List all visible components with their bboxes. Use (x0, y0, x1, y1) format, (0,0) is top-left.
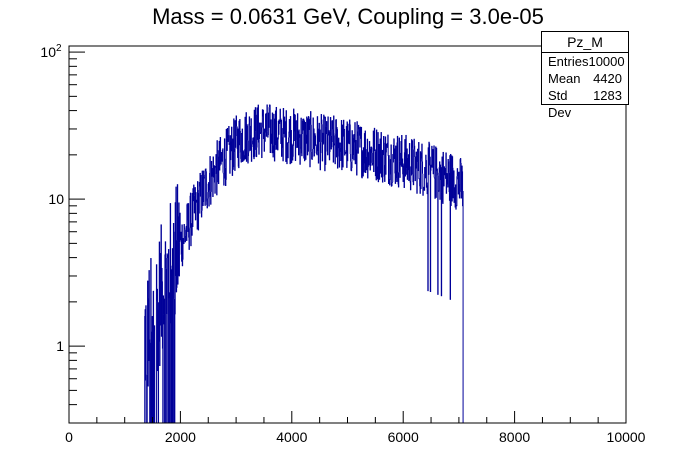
stats-value: 1283 (593, 88, 622, 103)
x-tick-label: 0 (65, 429, 73, 445)
x-tick-label: 8000 (499, 429, 530, 445)
stats-title: Pz_M (542, 32, 628, 53)
y-tick-exponent: 2 (56, 43, 62, 54)
stats-row-entries: Entries 10000 (542, 53, 628, 70)
stats-value: 4420 (593, 71, 622, 86)
x-axis: 0 2000 4000 6000 8000 10000 (65, 411, 646, 445)
stats-row-mean: Mean 4420 (542, 70, 628, 87)
stats-box: Pz_M Entries 10000 Mean 4420 Std Dev 128… (541, 31, 629, 120)
x-tick-label: 2000 (165, 429, 196, 445)
stats-label: Entries (548, 54, 589, 69)
x-tick-label: 10000 (607, 429, 646, 445)
stats-row-std-dev: Std Dev 1283 (542, 87, 628, 120)
x-tick-label: 6000 (388, 429, 419, 445)
histogram-bars (143, 104, 464, 424)
stats-label: Mean (548, 71, 581, 86)
stats-label: Std Dev (548, 88, 572, 120)
stats-value: 10000 (588, 54, 625, 69)
chart-title: Mass = 0.0631 GeV, Coupling = 3.0e-05 (152, 4, 544, 29)
y-tick-label: 1 (56, 338, 64, 354)
y-tick-label: 10 (48, 191, 64, 207)
y-tick-label: 10 (40, 44, 56, 60)
x-tick-label: 4000 (276, 429, 307, 445)
